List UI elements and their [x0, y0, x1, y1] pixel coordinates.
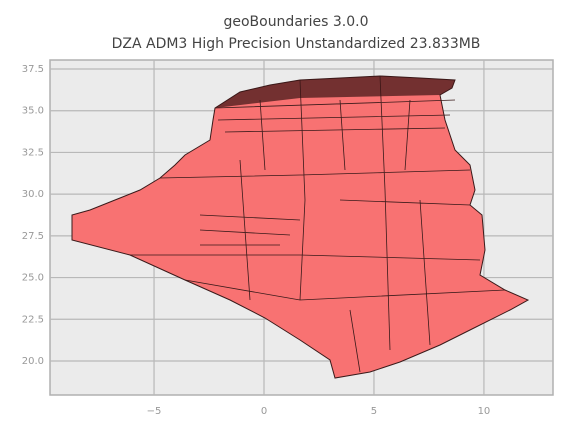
country-map: [71, 75, 530, 379]
x-tick-label: 10: [478, 406, 491, 417]
y-tick-label: 37.5: [22, 64, 44, 75]
y-tick-label: 30.0: [22, 189, 44, 200]
dense-districts: [215, 76, 455, 108]
x-tick-label: 0: [261, 406, 267, 417]
chart-subtitle: DZA ADM3 High Precision Unstandardized 2…: [112, 36, 481, 52]
chart-title: geoBoundaries 3.0.0: [223, 14, 368, 30]
y-tick-label: 35.0: [22, 106, 44, 117]
x-tick-label: 5: [371, 406, 377, 417]
y-tick-label: 27.5: [22, 231, 44, 242]
y-tick-label: 22.5: [22, 314, 44, 325]
x-tick-label: −5: [147, 406, 162, 417]
y-tick-label: 20.0: [22, 356, 44, 367]
y-tick-label: 25.0: [22, 273, 44, 284]
y-tick-label: 32.5: [22, 147, 44, 158]
district-borders: [130, 75, 506, 373]
